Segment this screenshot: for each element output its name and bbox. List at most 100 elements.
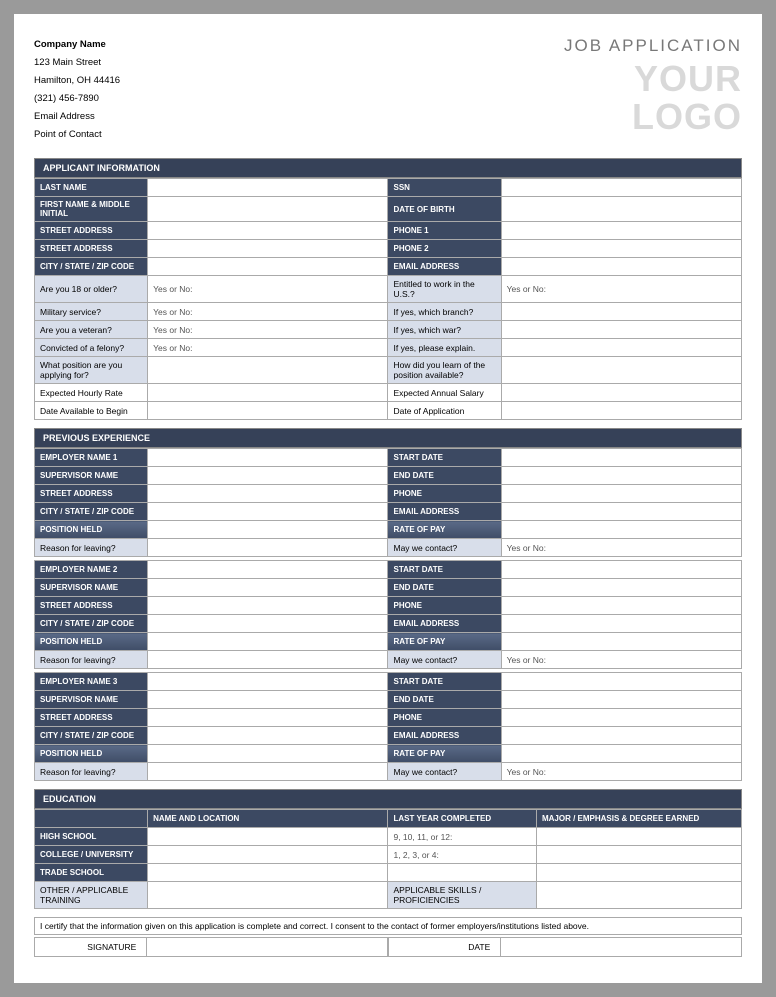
label-street-e3: STREET ADDRESS	[35, 709, 148, 727]
field-trade-year[interactable]	[388, 864, 536, 882]
label-sup3: SUPERVISOR NAME	[35, 691, 148, 709]
field-pos3[interactable]	[148, 745, 388, 763]
field-end1[interactable]	[501, 467, 741, 485]
field-emp1[interactable]	[148, 449, 388, 467]
field-felony[interactable]: Yes or No:	[148, 339, 388, 357]
field-sup1[interactable]	[148, 467, 388, 485]
label-end2: END DATE	[388, 579, 501, 597]
field-dob[interactable]	[501, 197, 741, 222]
field-explain[interactable]	[501, 339, 741, 357]
label-pos2: POSITION HELD	[35, 633, 148, 651]
label-phone2: PHONE 2	[388, 240, 501, 258]
field-email-e1[interactable]	[501, 503, 741, 521]
field-phone2[interactable]	[501, 240, 741, 258]
field-end2[interactable]	[501, 579, 741, 597]
field-start2[interactable]	[501, 561, 741, 579]
field-phone-e1[interactable]	[501, 485, 741, 503]
field-veteran[interactable]: Yes or No:	[148, 321, 388, 339]
company-city: Hamilton, OH 44416	[34, 72, 120, 90]
field-learn[interactable]	[501, 357, 741, 384]
field-branch[interactable]	[501, 303, 741, 321]
field-csz-e2[interactable]	[148, 615, 388, 633]
field-pos1[interactable]	[148, 521, 388, 539]
field-skills[interactable]	[536, 882, 741, 909]
field-signature[interactable]	[147, 937, 388, 957]
field-contact2[interactable]: Yes or No:	[501, 651, 741, 669]
field-street-e2[interactable]	[148, 597, 388, 615]
field-war[interactable]	[501, 321, 741, 339]
field-military[interactable]: Yes or No:	[148, 303, 388, 321]
label-phone-e1: PHONE	[388, 485, 501, 503]
field-entitled[interactable]: Yes or No:	[501, 276, 741, 303]
field-csz-e3[interactable]	[148, 727, 388, 745]
label-first-name: FIRST NAME & MIDDLE INITIAL	[35, 197, 148, 222]
label-street-e2: STREET ADDRESS	[35, 597, 148, 615]
field-appdate[interactable]	[501, 402, 741, 420]
label-other-training: OTHER / APPLICABLE TRAINING	[35, 882, 148, 909]
field-rate2[interactable]	[501, 633, 741, 651]
field-last-name[interactable]	[148, 179, 388, 197]
field-hs-name[interactable]	[148, 828, 388, 846]
field-street2[interactable]	[148, 240, 388, 258]
field-phone1[interactable]	[501, 222, 741, 240]
field-col-year[interactable]: 1, 2, 3, or 4:	[388, 846, 536, 864]
field-phone-e3[interactable]	[501, 709, 741, 727]
label-csz: CITY / STATE / ZIP CODE	[35, 258, 148, 276]
label-start1: START DATE	[388, 449, 501, 467]
label-email-e1: EMAIL ADDRESS	[388, 503, 501, 521]
field-hs-year[interactable]: 9, 10, 11, or 12:	[388, 828, 536, 846]
field-email-e3[interactable]	[501, 727, 741, 745]
field-contact1[interactable]: Yes or No:	[501, 539, 741, 557]
field-rate3[interactable]	[501, 745, 741, 763]
label-annual: Expected Annual Salary	[388, 384, 501, 402]
field-start3[interactable]	[501, 673, 741, 691]
field-emp2[interactable]	[148, 561, 388, 579]
field-email[interactable]	[501, 258, 741, 276]
field-street-e1[interactable]	[148, 485, 388, 503]
label-end1: END DATE	[388, 467, 501, 485]
field-email-e2[interactable]	[501, 615, 741, 633]
field-street1[interactable]	[148, 222, 388, 240]
field-position[interactable]	[148, 357, 388, 384]
logo-area: JOB APPLICATION YOURLOGO	[564, 36, 742, 144]
field-first-name[interactable]	[148, 197, 388, 222]
field-emp3[interactable]	[148, 673, 388, 691]
field-other-training[interactable]	[148, 882, 388, 909]
field-reason3[interactable]	[148, 763, 388, 781]
field-sup2[interactable]	[148, 579, 388, 597]
field-trade-name[interactable]	[148, 864, 388, 882]
section-header-applicant: APPLICANT INFORMATION	[34, 158, 742, 178]
field-phone-e2[interactable]	[501, 597, 741, 615]
field-sup3[interactable]	[148, 691, 388, 709]
label-explain: If yes, please explain.	[388, 339, 501, 357]
label-appdate: Date of Application	[388, 402, 501, 420]
field-q18[interactable]: Yes or No:	[148, 276, 388, 303]
label-contact2: May we contact?	[388, 651, 501, 669]
field-csz[interactable]	[148, 258, 388, 276]
label-reason1: Reason for leaving?	[35, 539, 148, 557]
field-avail[interactable]	[148, 402, 388, 420]
field-start1[interactable]	[501, 449, 741, 467]
field-contact3[interactable]: Yes or No:	[501, 763, 741, 781]
field-reason2[interactable]	[148, 651, 388, 669]
field-hourly[interactable]	[148, 384, 388, 402]
field-col-major[interactable]	[536, 846, 741, 864]
field-end3[interactable]	[501, 691, 741, 709]
label-start2: START DATE	[388, 561, 501, 579]
label-reason2: Reason for leaving?	[35, 651, 148, 669]
field-trade-major[interactable]	[536, 864, 741, 882]
field-reason1[interactable]	[148, 539, 388, 557]
company-phone: (321) 456-7890	[34, 90, 120, 108]
field-rate1[interactable]	[501, 521, 741, 539]
field-csz-e1[interactable]	[148, 503, 388, 521]
field-ssn[interactable]	[501, 179, 741, 197]
label-hourly: Expected Hourly Rate	[35, 384, 148, 402]
field-col-name[interactable]	[148, 846, 388, 864]
field-annual[interactable]	[501, 384, 741, 402]
field-street-e3[interactable]	[148, 709, 388, 727]
field-date[interactable]	[501, 937, 742, 957]
field-pos2[interactable]	[148, 633, 388, 651]
label-military: Military service?	[35, 303, 148, 321]
label-pos1: POSITION HELD	[35, 521, 148, 539]
field-hs-major[interactable]	[536, 828, 741, 846]
